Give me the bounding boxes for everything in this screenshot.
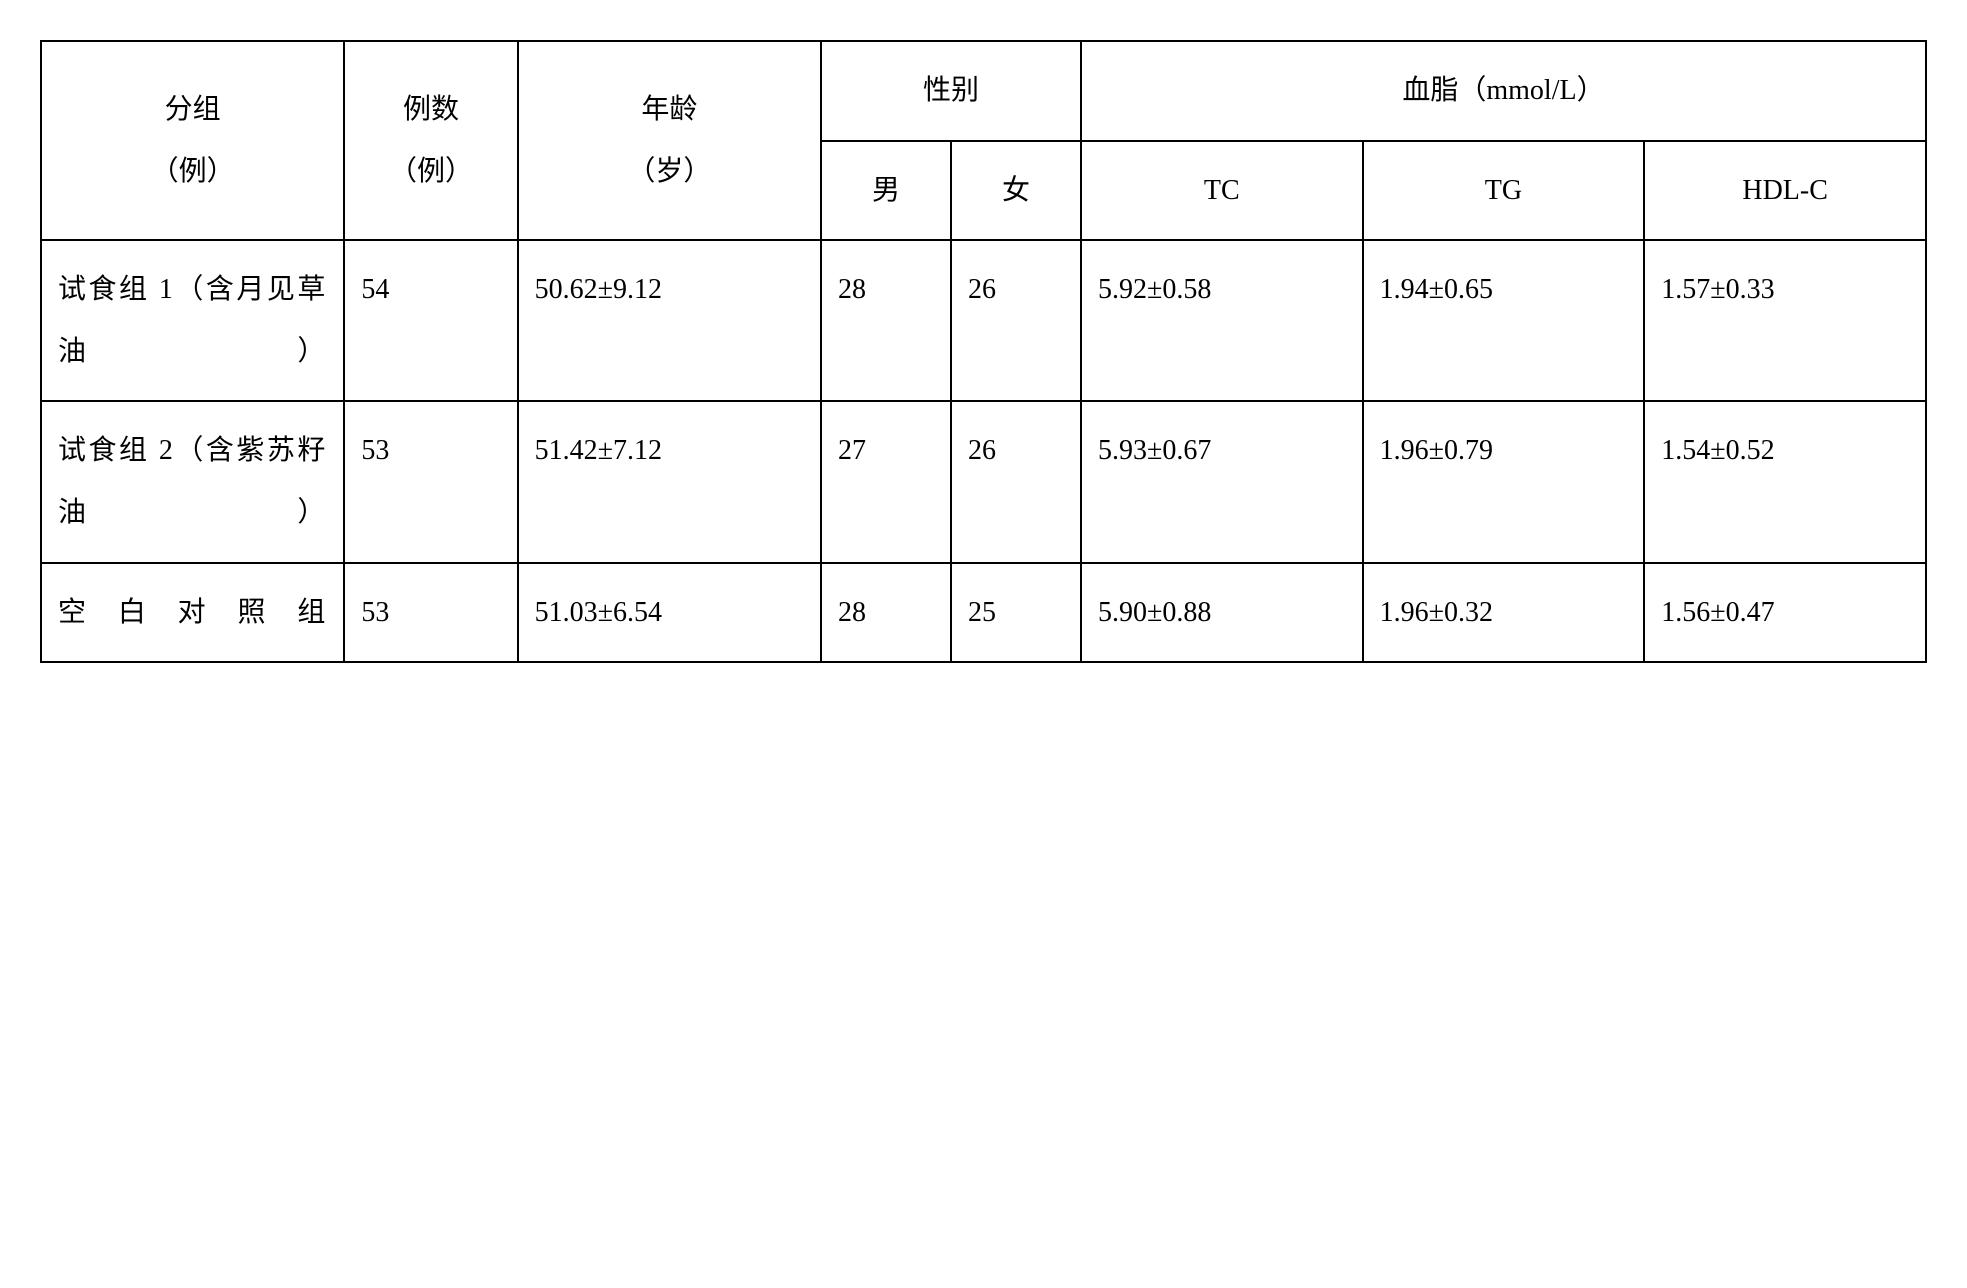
data-table: 分组 （例） 例数 （例） 年龄 （岁） 性别 血脂（mmol/L） 男 女 T… xyxy=(40,40,1927,663)
cell-hdlc: 1.57±0.33 xyxy=(1644,240,1926,401)
cell-group: 试食组 2（含紫苏籽油） xyxy=(41,401,344,562)
cell-age: 51.42±7.12 xyxy=(518,401,821,562)
cell-count: 54 xyxy=(344,240,517,401)
table-row: 试食组 2（含紫苏籽油） 53 51.42±7.12 27 26 5.93±0.… xyxy=(41,401,1926,562)
header-lipid-tg: TG xyxy=(1363,141,1645,241)
cell-count: 53 xyxy=(344,401,517,562)
cell-count: 53 xyxy=(344,563,517,663)
cell-age: 51.03±6.54 xyxy=(518,563,821,663)
header-age-top: 年龄 xyxy=(641,94,697,125)
cell-tg: 1.94±0.65 xyxy=(1363,240,1645,401)
cell-tg: 1.96±0.79 xyxy=(1363,401,1645,562)
header-count-top: 例数 xyxy=(403,94,459,125)
header-age-bottom: （岁） xyxy=(627,156,711,187)
header-lipid-label: 血脂（mmol/L） xyxy=(1402,75,1604,106)
table-row: 空白对照组 53 51.03±6.54 28 25 5.90±0.88 1.96… xyxy=(41,563,1926,663)
table-header: 分组 （例） 例数 （例） 年龄 （岁） 性别 血脂（mmol/L） 男 女 T… xyxy=(41,41,1926,240)
cell-male: 28 xyxy=(821,240,951,401)
header-row-1: 分组 （例） 例数 （例） 年龄 （岁） 性别 血脂（mmol/L） xyxy=(41,41,1926,141)
header-count-bottom: （例） xyxy=(389,156,473,187)
cell-age: 50.62±9.12 xyxy=(518,240,821,401)
header-lipid-hdlc: HDL-C xyxy=(1644,141,1926,241)
cell-hdlc: 1.54±0.52 xyxy=(1644,401,1926,562)
header-group-bottom: （例） xyxy=(151,156,235,187)
cell-tc: 5.93±0.67 xyxy=(1081,401,1363,562)
header-group-top: 分组 xyxy=(165,94,221,125)
cell-female: 25 xyxy=(951,563,1081,663)
table-body: 试食组 1（含月见草油） 54 50.62±9.12 28 26 5.92±0.… xyxy=(41,240,1926,662)
cell-tc: 5.90±0.88 xyxy=(1081,563,1363,663)
cell-female: 26 xyxy=(951,401,1081,562)
cell-hdlc: 1.56±0.47 xyxy=(1644,563,1926,663)
cell-group: 空白对照组 xyxy=(41,563,344,663)
header-lipid-tc: TC xyxy=(1081,141,1363,241)
header-gender-male: 男 xyxy=(821,141,951,241)
header-group: 分组 （例） xyxy=(41,41,344,240)
header-gender: 性别 xyxy=(821,41,1081,141)
table-row: 试食组 1（含月见草油） 54 50.62±9.12 28 26 5.92±0.… xyxy=(41,240,1926,401)
cell-group: 试食组 1（含月见草油） xyxy=(41,240,344,401)
cell-male: 27 xyxy=(821,401,951,562)
header-count: 例数 （例） xyxy=(344,41,517,240)
header-age: 年龄 （岁） xyxy=(518,41,821,240)
cell-male: 28 xyxy=(821,563,951,663)
header-lipid: 血脂（mmol/L） xyxy=(1081,41,1926,141)
cell-female: 26 xyxy=(951,240,1081,401)
cell-tc: 5.92±0.58 xyxy=(1081,240,1363,401)
cell-tg: 1.96±0.32 xyxy=(1363,563,1645,663)
header-gender-female: 女 xyxy=(951,141,1081,241)
